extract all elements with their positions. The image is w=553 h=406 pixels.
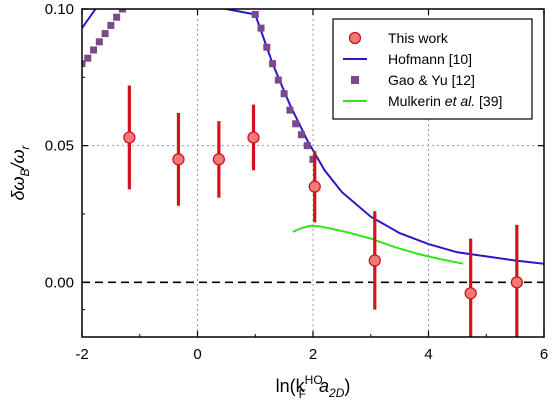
- x-tick-label-2: 2: [309, 346, 317, 363]
- this-work-point-1: [172, 153, 185, 166]
- mulkerin-line: [292, 224, 464, 265]
- gao-yu-marker-1: [84, 54, 92, 62]
- tick-layer: -2 0 2 4 6 0.00 0.05 0.10: [45, 1, 548, 363]
- gao-yu-marker-12: [269, 60, 277, 68]
- this-work-points: [123, 131, 524, 300]
- this-work-errorbars: [127, 85, 519, 337]
- x-tick-label-4: 6: [540, 346, 548, 363]
- y-tick-label-2: 0.10: [45, 1, 74, 18]
- legend-this-work-label: This work: [388, 30, 449, 46]
- gao-yu-marker-4: [101, 30, 109, 38]
- y-label-sub-b: B: [18, 168, 32, 176]
- x-tick-label-3: 4: [424, 346, 432, 363]
- y-tick-label-1: 0.05: [45, 138, 74, 155]
- legend: This work Hofmann [10] Gao & Yu [12] Mul…: [332, 18, 533, 120]
- gao-yu-marker-18: [303, 142, 311, 150]
- legend-mulkerin-suffix: [39]: [475, 93, 502, 109]
- grid-layer: [82, 9, 544, 337]
- gao-yu-marker-11: [263, 43, 271, 51]
- legend-item-mulkerin: Mulkerin et al. [39]: [343, 93, 502, 109]
- x-tick-label-0: -2: [75, 346, 88, 363]
- this-work-point-3: [247, 131, 260, 144]
- y-label-slash: /ω: [8, 149, 28, 170]
- y-tick-label-0: 0.00: [45, 274, 74, 291]
- legend-mulkerin-label: Mulkerin et al. [39]: [388, 93, 502, 109]
- gao-yu-marker-19: [309, 155, 317, 163]
- legend-mulkerin-italic: et al.: [445, 93, 475, 109]
- gao-yu-marker-3: [95, 38, 103, 46]
- x-label-prefix: ln(k: [276, 376, 306, 396]
- gao-yu-marker-10: [257, 24, 265, 32]
- legend-item-this-work: This work: [348, 30, 449, 46]
- legend-this-work-marker: [348, 31, 362, 45]
- y-label-sub-r: r: [18, 144, 32, 149]
- x-label-sub-2d: 2D: [328, 386, 345, 400]
- gao-yu-markers: [82, 0, 317, 163]
- legend-gao-yu-label: Gao & Yu [12]: [388, 72, 475, 88]
- x-label-a: a: [319, 376, 329, 396]
- gao-yu-marker-13: [274, 76, 282, 84]
- this-work-point-0: [123, 131, 136, 144]
- gao-yu-marker-8: [125, 0, 132, 7]
- this-work-point-4: [308, 180, 321, 193]
- gao-yu-marker-15: [286, 106, 294, 114]
- x-label-suffix: ): [344, 376, 350, 396]
- gao-yu-marker-0: [82, 60, 86, 68]
- legend-box: [332, 18, 533, 120]
- x-label-sub-f: F: [299, 387, 306, 401]
- gao-yu-marker-5: [107, 21, 115, 29]
- y-label-delta: δω: [8, 177, 28, 201]
- gao-yu-marker-7: [118, 9, 126, 13]
- gao-yu-marker-2: [90, 46, 98, 54]
- this-work-point-7: [510, 276, 524, 289]
- legend-mulkerin-prefix: Mulkerin: [388, 93, 445, 109]
- y-axis-label: δωB/ωr: [8, 144, 32, 200]
- this-work-point-5: [368, 254, 381, 267]
- x-tick-label-1: 0: [193, 346, 201, 363]
- x-label-sup-ho: HO: [305, 373, 323, 387]
- legend-item-hofmann: Hofmann [10]: [343, 51, 472, 67]
- legend-gao-yu-marker: [351, 76, 359, 84]
- legend-item-gao-yu: Gao & Yu [12]: [351, 72, 475, 88]
- gao-yu-marker-16: [292, 120, 300, 128]
- legend-hofmann-label: Hofmann [10]: [388, 51, 472, 67]
- this-work-point-6: [464, 287, 477, 300]
- gao-yu-marker-17: [297, 131, 305, 139]
- gao-yu-marker-6: [113, 13, 121, 21]
- gao-yu-marker-14: [280, 90, 288, 98]
- plot-area: [82, 0, 544, 337]
- this-work-point-2: [212, 153, 226, 166]
- gao-yu-marker-9: [251, 10, 259, 18]
